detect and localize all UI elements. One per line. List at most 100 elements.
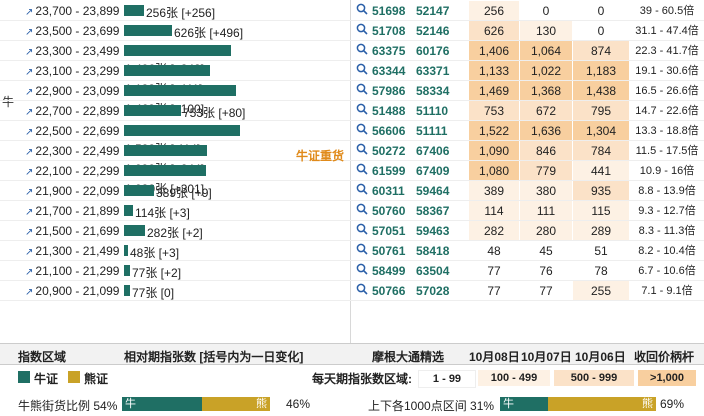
pick-code-2[interactable]: 51111 (416, 124, 448, 138)
pick-code-1[interactable]: 57986 (372, 84, 406, 98)
range-ratio-bull-pct: 31% (470, 399, 495, 413)
range-link[interactable]: ↗ 21,500 - 21,699 (25, 224, 119, 238)
count-day3: 0 (573, 1, 629, 20)
bull-heavy-label: 牛证重货 (296, 149, 345, 163)
table-row: ↗ 20,900 - 21,099 77张 [0] 50766 57028 77 77 255… (0, 281, 704, 301)
table-row: ↗23,300 - 23,4991,406张 [+342]63375601761… (0, 41, 704, 76)
range-link[interactable]: ↗ 23,700 - 23,899 (25, 4, 119, 18)
pick-code-2[interactable]: 59463 (416, 224, 450, 238)
pick-code-2[interactable]: 60176 (416, 44, 450, 58)
search-icon[interactable] (356, 83, 368, 95)
search-icon[interactable] (356, 23, 368, 35)
bar-label: 256张 [+256] (146, 6, 216, 20)
search-icon[interactable] (356, 123, 368, 135)
range-text: 23,700 - 23,899 (35, 4, 120, 18)
pick-code-2[interactable]: 63371 (416, 64, 450, 78)
search-icon[interactable] (356, 283, 368, 295)
pick-code-2[interactable]: 52146 (416, 24, 450, 38)
pick-code-2[interactable]: 57028 (416, 284, 450, 298)
range-text: 22,900 - 23,099 (35, 84, 120, 98)
range-text: 20,900 - 21,099 (35, 284, 120, 298)
range-link[interactable]: ↗ 21,300 - 21,499 (25, 244, 119, 258)
count-day1: 1,080 (469, 161, 519, 180)
count-day1: 1,469 (469, 81, 519, 100)
count-day1: 1,090 (469, 141, 519, 160)
bull-bar (124, 285, 130, 296)
band-1: 1 - 99 (418, 370, 476, 388)
pick-code-1[interactable]: 63344 (372, 64, 406, 78)
range-link[interactable]: ↗ 22,300 - 22,499 (25, 144, 119, 158)
table-row: ↗22,300 - 22,4991,090张 [+244]50272674061… (0, 141, 704, 176)
external-link-icon: ↗ (25, 127, 34, 138)
external-link-icon: ↗ (25, 267, 34, 278)
pick-code-2[interactable]: 67406 (416, 144, 450, 158)
search-icon[interactable] (356, 263, 368, 275)
pick-code-1[interactable]: 51708 (372, 24, 406, 38)
range-link[interactable]: ↗ 22,500 - 22,699 (25, 124, 119, 138)
range-link[interactable]: ↗ 22,100 - 22,299 (25, 164, 119, 178)
pick-code-1[interactable]: 57051 (372, 224, 406, 238)
pick-code-2[interactable]: 63504 (416, 264, 450, 278)
range-link[interactable]: ↗ 21,700 - 21,899 (25, 204, 119, 218)
range-link[interactable]: ↗ 21,100 - 21,299 (25, 264, 119, 278)
pick-code-2[interactable]: 51110 (416, 104, 449, 118)
pick-code-1[interactable]: 61599 (372, 164, 406, 178)
range-link[interactable]: ↗ 21,900 - 22,099 (25, 184, 119, 198)
count-day1: 1,406 (469, 41, 519, 60)
pick-code-2[interactable]: 58367 (416, 204, 450, 218)
count-day1: 256 (469, 1, 519, 20)
count-day1: 77 (469, 261, 519, 280)
ratio-bull-text: 牛 (125, 398, 136, 410)
count-day2: 1,022 (520, 61, 572, 80)
range-link[interactable]: ↗ 22,900 - 23,099 (25, 84, 119, 98)
count-day3: 1,438 (573, 81, 629, 100)
pick-code-2[interactable]: 58418 (416, 244, 450, 258)
search-icon[interactable] (356, 3, 368, 15)
range-text: 22,700 - 22,899 (35, 104, 120, 118)
search-icon[interactable] (356, 63, 368, 75)
price-range: 8.8 - 13.9倍 (638, 185, 696, 197)
pick-code-1[interactable]: 58499 (372, 264, 406, 278)
pick-code-1[interactable]: 51698 (372, 4, 406, 18)
pick-code-1[interactable]: 50272 (372, 144, 406, 158)
table-row: ↗ 21,500 - 21,699 282张 [+2] 57051 59463 282 28… (0, 221, 704, 241)
pick-code-1[interactable]: 60311 (372, 184, 405, 198)
search-icon[interactable] (356, 243, 368, 255)
bull-bear-ratio: 牛熊街货比例 54% 牛 熊 46% (18, 397, 310, 413)
external-link-icon: ↗ (25, 27, 34, 38)
price-range: 10.9 - 16倍 (639, 165, 695, 177)
range-link[interactable]: ↗ 22,700 - 22,899 (25, 104, 119, 118)
bull-bar (124, 45, 231, 56)
pick-code-1[interactable]: 50761 (372, 244, 406, 258)
search-icon[interactable] (356, 143, 368, 155)
search-icon[interactable] (356, 103, 368, 115)
external-link-icon: ↗ (25, 187, 34, 198)
range-link[interactable]: ↗ 20,900 - 21,099 (25, 284, 119, 298)
pick-code-2[interactable]: 52147 (416, 4, 450, 18)
range-link[interactable]: ↗ 23,500 - 23,699 (25, 24, 119, 38)
legend: 牛证 熊证 每天期指张数区域: 1 - 99 100 - 499 500 - 9… (0, 367, 704, 389)
range-ratio: 上下各1000点区间 31% 牛 熊 69% (368, 397, 684, 413)
bull-bar (124, 5, 144, 16)
pick-code-1[interactable]: 50760 (372, 204, 406, 218)
range-ratio-label: 上下各1000点区间 (368, 399, 467, 413)
table-row: ↗ 23,700 - 23,899 256张 [+256] 51698 52147 256… (0, 1, 704, 21)
pick-code-2[interactable]: 58334 (416, 84, 450, 98)
bar-label: 389张 [+9] (156, 186, 212, 200)
count-day3: 289 (573, 221, 629, 240)
pick-code-2[interactable]: 59464 (416, 184, 450, 198)
search-icon[interactable] (356, 223, 368, 235)
range-link[interactable]: ↗ 23,100 - 23,299 (25, 64, 119, 78)
price-range: 39 - 60.5倍 (639, 5, 695, 17)
search-icon[interactable] (356, 183, 368, 195)
pick-code-1[interactable]: 63375 (372, 44, 406, 58)
count-day1: 114 (469, 201, 519, 220)
search-icon[interactable] (356, 203, 368, 215)
pick-code-2[interactable]: 67409 (416, 164, 450, 178)
pick-code-1[interactable]: 56606 (372, 124, 406, 138)
search-icon[interactable] (356, 163, 368, 175)
pick-code-1[interactable]: 50766 (372, 284, 406, 298)
range-link[interactable]: ↗ 23,300 - 23,499 (25, 44, 119, 58)
pick-code-1[interactable]: 51488 (372, 104, 406, 118)
search-icon[interactable] (356, 43, 368, 55)
